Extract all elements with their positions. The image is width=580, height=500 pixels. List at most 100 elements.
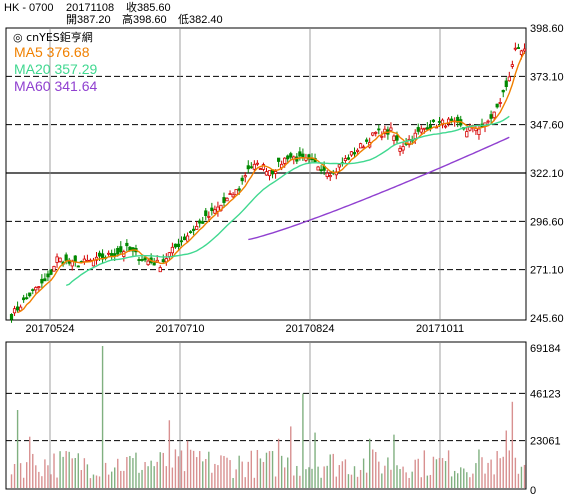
- candle-body: [9, 313, 14, 320]
- candle-body: [371, 132, 375, 136]
- candle-body: [401, 146, 405, 151]
- candle-body: [110, 253, 114, 257]
- ma5-legend-entry: MA5 376.68: [14, 44, 90, 60]
- price-tick-label: 373.10: [530, 71, 564, 83]
- price-panel: [5, 27, 527, 321]
- ma20-legend-entry: MA20 357.29: [14, 61, 97, 77]
- candle-body: [328, 174, 332, 178]
- candle-body: [170, 246, 174, 254]
- candle-body: [425, 127, 429, 130]
- candle-body: [277, 157, 281, 162]
- candle-body: [374, 131, 378, 134]
- candle-body: [428, 125, 432, 129]
- price-tick-label: 322.10: [530, 168, 564, 180]
- candle-body: [407, 138, 411, 146]
- candle-body: [349, 151, 354, 156]
- candle-body: [31, 289, 35, 291]
- candle-body: [298, 151, 302, 157]
- candle-body: [267, 170, 272, 177]
- volume-panel: [5, 341, 527, 490]
- price-tick-label: 398.60: [530, 23, 564, 35]
- volume-bars: [10, 346, 526, 488]
- candle-body: [161, 259, 165, 263]
- ma5-line: [17, 51, 526, 314]
- candle-body: [477, 128, 481, 136]
- candle-body: [450, 118, 454, 121]
- candle-body: [143, 257, 147, 261]
- candle-body: [398, 148, 402, 152]
- candle-body: [273, 171, 278, 174]
- candle-body: [465, 131, 469, 138]
- candle-body: [431, 119, 436, 122]
- candle-body: [222, 197, 226, 203]
- candle-body: [158, 267, 162, 273]
- candle-body: [52, 265, 56, 272]
- candle-body: [76, 265, 80, 268]
- candle-body: [167, 252, 171, 257]
- candle-body: [252, 163, 256, 170]
- date-tick-label: 20170710: [156, 323, 205, 335]
- candle-body: [355, 149, 360, 152]
- source-label: ◎ cnYES鉅亨網: [13, 30, 93, 44]
- price-tick-label: 296.60: [530, 216, 564, 228]
- candle-body: [204, 210, 208, 216]
- candle-body: [264, 171, 269, 176]
- candle-body: [440, 119, 445, 126]
- candle-body: [246, 165, 250, 170]
- price-tick-label: 347.60: [530, 120, 564, 132]
- candle-body: [40, 278, 44, 284]
- candle-body: [228, 193, 232, 195]
- volume-tick-label: 0: [530, 485, 536, 497]
- candle-body: [97, 252, 102, 257]
- candle-body: [395, 135, 399, 141]
- candle-body: [140, 259, 144, 261]
- date-tick-label: 20170824: [286, 323, 335, 335]
- date-label: 20171108: [66, 2, 115, 14]
- candle-body: [362, 146, 366, 149]
- candle-body: [346, 157, 351, 160]
- candle-body: [131, 247, 135, 252]
- date-tick-label: 20170524: [26, 323, 75, 335]
- candle-body: [283, 157, 287, 164]
- candle-body: [231, 194, 235, 198]
- date-tick-label: 20171011: [416, 323, 464, 335]
- candle-body: [182, 236, 187, 241]
- volume-tick-label: 23061: [530, 436, 561, 448]
- candle-body: [380, 135, 384, 138]
- candle-body: [519, 50, 524, 56]
- candle-body: [325, 172, 329, 177]
- candle-body: [192, 228, 196, 231]
- candle-body: [188, 231, 193, 234]
- candle-body: [489, 114, 493, 119]
- candle-body: [137, 259, 141, 261]
- candle-body: [358, 143, 363, 149]
- candle-body: [498, 102, 502, 104]
- candle-body: [201, 221, 205, 224]
- high-value: 高398.60: [122, 14, 167, 26]
- candle-body: [316, 166, 320, 171]
- candle-body: [249, 166, 253, 169]
- volume-tick-label: 46123: [530, 388, 561, 400]
- candle-body: [176, 243, 181, 248]
- ma60-line: [248, 136, 510, 241]
- open-value: 開387.20: [66, 14, 111, 26]
- candle-body: [492, 111, 496, 119]
- candle-body: [173, 243, 178, 248]
- candle-body: [437, 121, 442, 123]
- candle-body: [343, 158, 348, 161]
- candle-body: [522, 48, 527, 52]
- candle-body: [234, 189, 238, 196]
- candle-body: [301, 153, 305, 158]
- candle-body: [55, 256, 59, 263]
- candle-body: [337, 164, 341, 168]
- ma60-legend-entry: MA60 341.64: [14, 78, 97, 94]
- candle-body: [240, 177, 244, 182]
- candle-body: [365, 139, 369, 142]
- candle-body: [210, 207, 214, 212]
- candle-body: [504, 80, 508, 87]
- candle-body: [289, 153, 293, 158]
- candle-body: [416, 127, 420, 132]
- candle-body: [213, 209, 217, 214]
